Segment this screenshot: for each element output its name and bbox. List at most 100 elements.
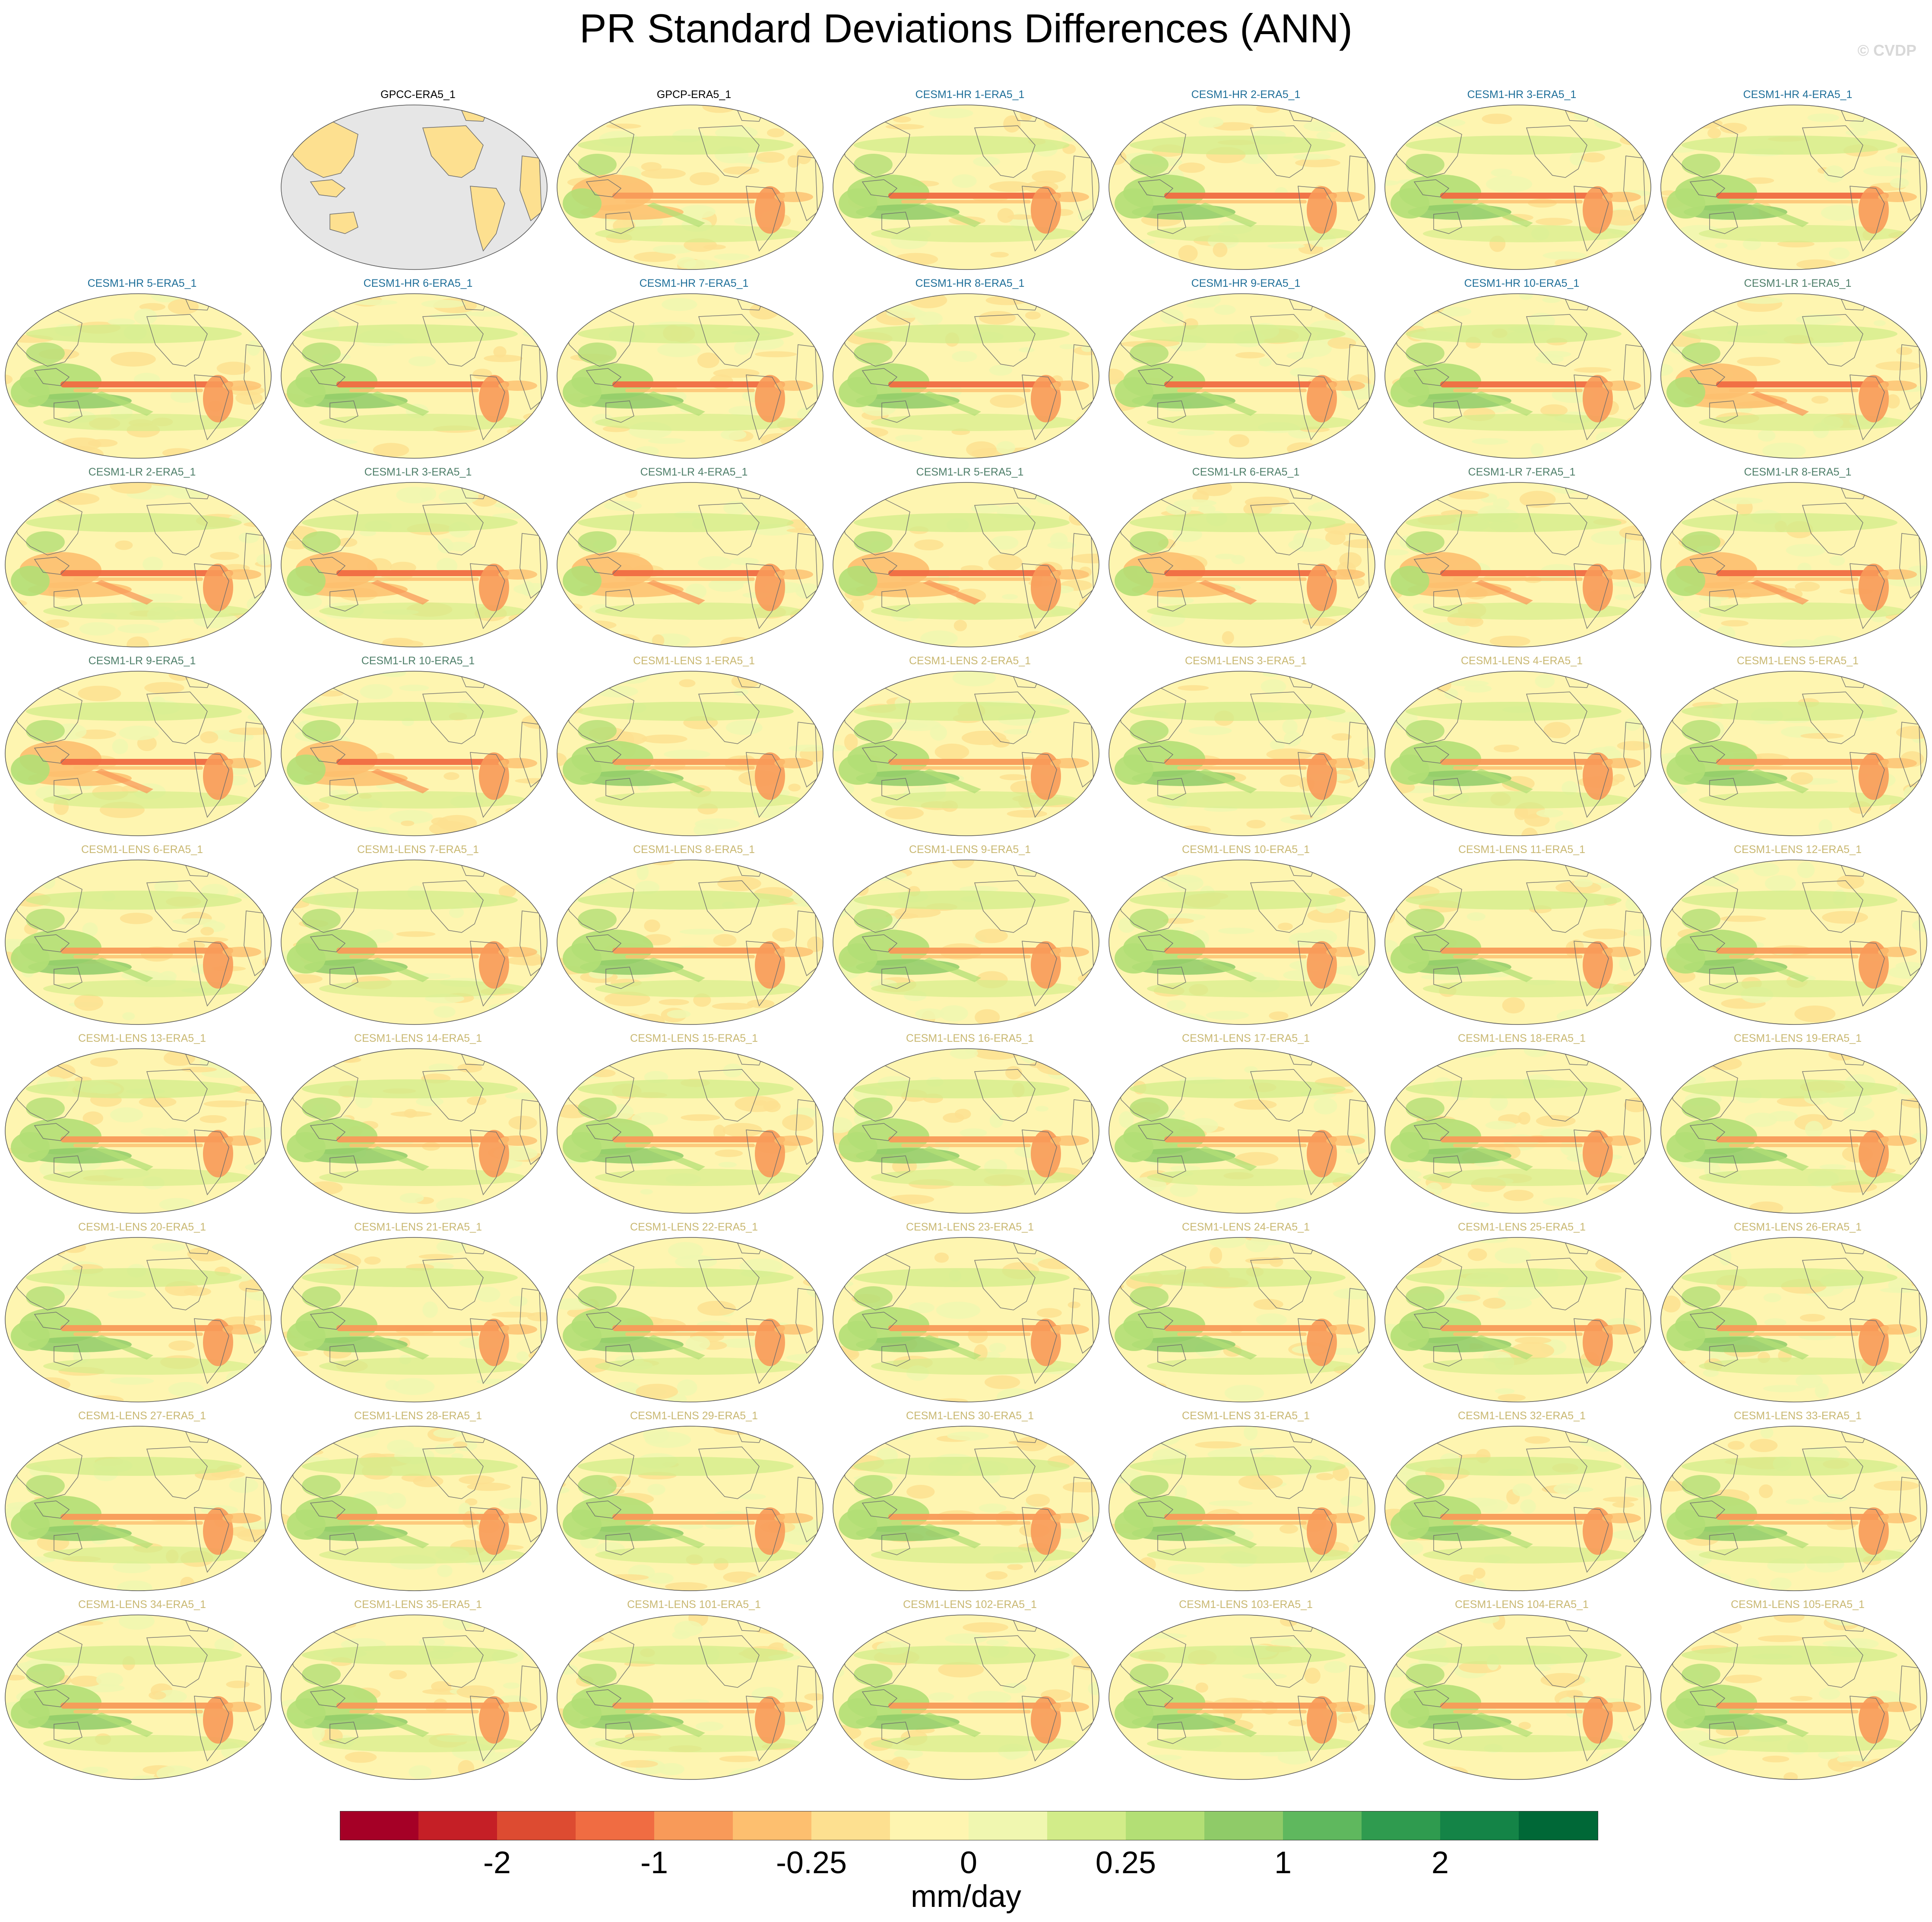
- robinson-map: [556, 1425, 824, 1594]
- map-panel-label: GPCP-ERA5_1: [656, 89, 732, 101]
- map-panel: CESM1-LENS 101-ERA5_1: [556, 1598, 832, 1789]
- robinson-map: [4, 1237, 272, 1405]
- map-panel-label: CESM1-HR 1-ERA5_1: [915, 89, 1025, 101]
- colorbar-swatch: [418, 1811, 497, 1840]
- map-panel-label: CESM1-LENS 30-ERA5_1: [906, 1410, 1034, 1422]
- map-panel: CESM1-LENS 33-ERA5_1: [1660, 1410, 1932, 1600]
- robinson-map: [280, 293, 548, 461]
- map-panel: CESM1-LENS 21-ERA5_1: [280, 1221, 556, 1411]
- map-panel: CESM1-LENS 18-ERA5_1: [1384, 1032, 1660, 1222]
- map-panel-label: CESM1-LR 4-ERA5_1: [640, 466, 748, 478]
- map-panel: CESM1-LR 4-ERA5_1: [556, 466, 832, 656]
- map-panel: CESM1-LENS 2-ERA5_1: [832, 655, 1108, 845]
- map-panel-label: CESM1-LENS 4-ERA5_1: [1460, 655, 1583, 667]
- map-panel-label: CESM1-LR 5-ERA5_1: [916, 466, 1024, 478]
- map-panel: CESM1-LENS 17-ERA5_1: [1108, 1032, 1384, 1222]
- robinson-map: [556, 293, 824, 461]
- map-panel: CESM1-LENS 16-ERA5_1: [832, 1032, 1108, 1222]
- robinson-map: [832, 1048, 1100, 1216]
- colorbar-swatch: [1126, 1811, 1205, 1840]
- robinson-map: [1108, 1614, 1376, 1782]
- map-panel: GPCC-ERA5_1: [280, 89, 556, 279]
- map-panel: CESM1-LENS 4-ERA5_1: [1384, 655, 1660, 845]
- map-panel-label: CESM1-LENS 31-ERA5_1: [1182, 1410, 1310, 1422]
- robinson-map: [832, 104, 1100, 273]
- colorbar-swatch: [1283, 1811, 1362, 1840]
- map-panel: CESM1-LR 9-ERA5_1: [4, 655, 280, 845]
- robinson-map: [280, 670, 548, 839]
- map-panel-label: CESM1-LENS 21-ERA5_1: [354, 1221, 482, 1233]
- map-panel: CESM1-LENS 15-ERA5_1: [556, 1032, 832, 1222]
- robinson-map: [1384, 670, 1652, 839]
- map-panel: CESM1-LR 6-ERA5_1: [1108, 466, 1384, 656]
- map-panel-label: CESM1-LENS 11-ERA5_1: [1458, 844, 1586, 856]
- map-panel: CESM1-LENS 28-ERA5_1: [280, 1410, 556, 1600]
- colorbar-tick-label: 2: [1431, 1846, 1449, 1880]
- robinson-map: [1384, 104, 1652, 273]
- robinson-map: [832, 859, 1100, 1028]
- colorbar-swatch: [1047, 1811, 1126, 1840]
- map-panel-label: CESM1-LENS 29-ERA5_1: [630, 1410, 758, 1422]
- robinson-map: [1660, 670, 1928, 839]
- map-panel: CESM1-LENS 32-ERA5_1: [1384, 1410, 1660, 1600]
- colorbar-swatch: [1519, 1811, 1598, 1840]
- map-panel-label: CESM1-LENS 103-ERA5_1: [1179, 1598, 1313, 1611]
- map-panel: CESM1-LENS 5-ERA5_1: [1660, 655, 1932, 845]
- colorbar-swatch: [497, 1811, 576, 1840]
- robinson-map: [4, 670, 272, 839]
- map-panel-label: CESM1-LENS 101-ERA5_1: [627, 1598, 761, 1611]
- robinson-map: [1384, 1614, 1652, 1782]
- map-panel-label: CESM1-LENS 23-ERA5_1: [906, 1221, 1034, 1233]
- map-panel-label: CESM1-LENS 24-ERA5_1: [1182, 1221, 1310, 1233]
- map-panel-label: CESM1-LENS 19-ERA5_1: [1734, 1032, 1862, 1044]
- map-panel-label: CESM1-LR 6-ERA5_1: [1192, 466, 1300, 478]
- colorbar-swatch: [890, 1811, 969, 1840]
- robinson-map: [280, 859, 548, 1028]
- map-panel-label: CESM1-LENS 5-ERA5_1: [1736, 655, 1859, 667]
- map-panel: CESM1-LENS 34-ERA5_1: [4, 1598, 280, 1789]
- map-panel-label: CESM1-LENS 14-ERA5_1: [354, 1032, 482, 1044]
- map-panel: CESM1-LR 3-ERA5_1: [280, 466, 556, 656]
- map-panel: CESM1-LR 8-ERA5_1: [1660, 466, 1932, 656]
- map-panel: CESM1-LENS 23-ERA5_1: [832, 1221, 1108, 1411]
- map-panel-label: CESM1-LENS 25-ERA5_1: [1458, 1221, 1586, 1233]
- map-panel-label: CESM1-LENS 35-ERA5_1: [354, 1598, 482, 1611]
- map-panel-label: CESM1-LENS 1-ERA5_1: [633, 655, 755, 667]
- colorbar: [340, 1811, 1598, 1840]
- map-panel-label: CESM1-LR 2-ERA5_1: [88, 466, 196, 478]
- map-panel: CESM1-LENS 25-ERA5_1: [1384, 1221, 1660, 1411]
- robinson-map: [1108, 1237, 1376, 1405]
- robinson-map: [1660, 1425, 1928, 1594]
- map-panel-label: CESM1-LENS 32-ERA5_1: [1458, 1410, 1586, 1422]
- colorbar-swatch: [969, 1811, 1048, 1840]
- map-panel: CESM1-LR 1-ERA5_1: [1660, 277, 1932, 467]
- map-panel-label: CESM1-LENS 7-ERA5_1: [357, 844, 479, 856]
- map-panel: CESM1-LENS 14-ERA5_1: [280, 1032, 556, 1222]
- map-panel: CESM1-LENS 12-ERA5_1: [1660, 844, 1932, 1034]
- colorbar-swatch: [654, 1811, 733, 1840]
- map-panel: CESM1-LENS 9-ERA5_1: [832, 844, 1108, 1034]
- colorbar-swatch: [576, 1811, 655, 1840]
- map-panel-label: CESM1-LENS 8-ERA5_1: [633, 844, 755, 856]
- map-panel: CESM1-LENS 105-ERA5_1: [1660, 1598, 1932, 1789]
- robinson-map: [832, 293, 1100, 461]
- map-panel-label: CESM1-LR 1-ERA5_1: [1744, 277, 1852, 289]
- map-panel: CESM1-HR 6-ERA5_1: [280, 277, 556, 467]
- robinson-map: [1108, 670, 1376, 839]
- map-panel: CESM1-LENS 27-ERA5_1: [4, 1410, 280, 1600]
- colorbar-tick-label: 0.25: [1095, 1846, 1156, 1880]
- robinson-map: [4, 1425, 272, 1594]
- map-panel: CESM1-LR 7-ERA5_1: [1384, 466, 1660, 656]
- robinson-map: [280, 1614, 548, 1782]
- map-panel-grid: GPCC-ERA5_1 GPCP-ERA5_1 CESM1-HR 1-ERA5_1 C…: [4, 89, 1932, 1789]
- map-panel-label: CESM1-LENS 34-ERA5_1: [78, 1598, 206, 1611]
- map-panel: CESM1-HR 8-ERA5_1: [832, 277, 1108, 467]
- map-panel: CESM1-LR 2-ERA5_1: [4, 466, 280, 656]
- robinson-map: [1108, 482, 1376, 650]
- map-panel-label: CESM1-HR 5-ERA5_1: [87, 277, 197, 289]
- map-panel-label: CESM1-LENS 33-ERA5_1: [1734, 1410, 1862, 1422]
- map-panel: CESM1-LENS 104-ERA5_1: [1384, 1598, 1660, 1789]
- map-panel: CESM1-HR 7-ERA5_1: [556, 277, 832, 467]
- map-panel-label: CESM1-LENS 18-ERA5_1: [1458, 1032, 1586, 1044]
- map-panel: CESM1-LENS 13-ERA5_1: [4, 1032, 280, 1222]
